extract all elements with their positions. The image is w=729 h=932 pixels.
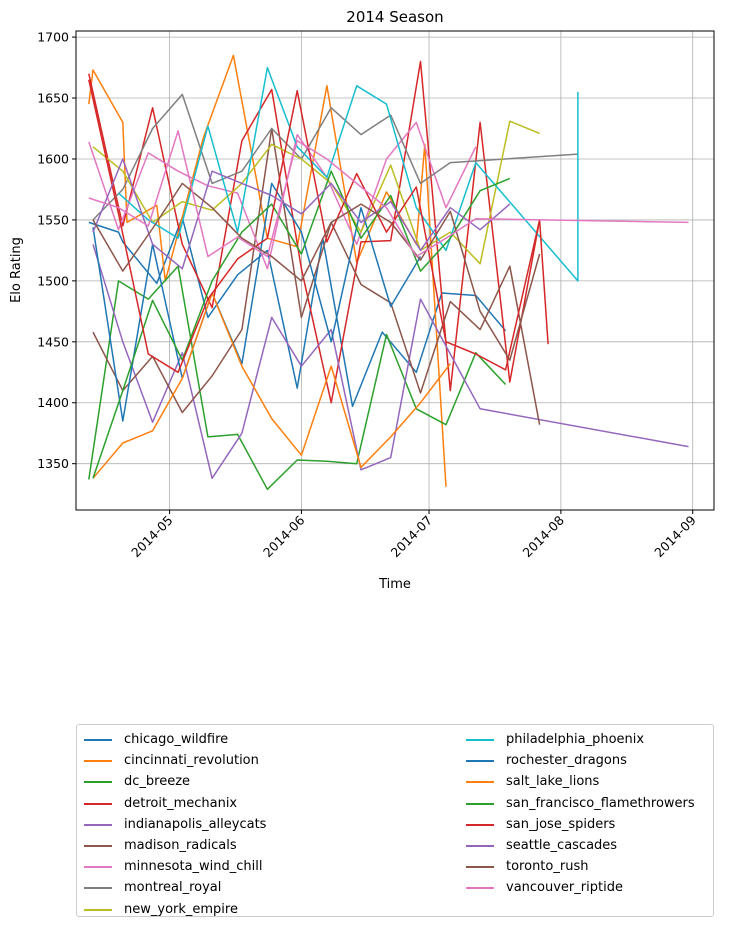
legend-label: vancouver_riptide [506,880,623,896]
legend-label: madison_radicals [124,837,237,853]
legend-swatch [84,781,112,784]
legend-label: philadelphia_phoenix [506,732,645,747]
legend-label: detroit_mechanix [124,795,238,811]
legend-swatch [84,739,112,741]
y-tick-label: 1450 [37,334,69,349]
legend-swatch [84,908,112,911]
x-tick-label: 2014-08 [519,512,567,560]
series-line-chicago_wildfire [88,216,507,408]
legend-label: salt_lake_lions [506,774,600,790]
x-tick-label: 2014-06 [260,512,308,560]
legend-swatch [466,739,494,741]
series-line-philadelphia_phoenix [117,66,579,282]
legend-label: san_jose_spiders [506,816,616,832]
legend-label: seattle_cascades [506,837,618,853]
series-line-san_francisco_flamethrowers [92,170,511,479]
y-tick-label: 1350 [37,456,69,471]
series-line-san_jose_spiders [88,79,549,374]
legend-swatch [466,844,494,847]
legend-label: dc_breeze [124,774,191,790]
series-line-salt_lake_lions [92,292,451,479]
legend-swatch [466,802,494,805]
series-line-new_york_empire [92,120,540,265]
x-axis-label: Time [378,577,411,592]
y-tick-label: 1700 [37,30,69,45]
legend-swatch [84,866,112,869]
y-tick-label: 1550 [37,212,69,227]
series-layer [88,54,689,491]
legend-label: san_francisco_flamethrowers [506,795,695,811]
series-line-montreal_royal [92,93,578,221]
legend-label: chicago_wildfire [124,732,229,747]
series-line-madison_radicals [92,127,541,425]
x-tick-label: 2014-09 [651,512,699,560]
legend-label: minnesota_wind_chill [124,859,263,875]
series-line-rochester_dragons [92,182,422,422]
series-line-vancouver_riptide [88,130,689,258]
plot-frame [75,30,715,511]
legend-swatch [84,802,112,805]
legend-label: rochester_dragons [506,753,627,769]
y-tick-label: 1500 [37,273,69,288]
legend-label: toronto_rush [506,859,589,875]
x-tick-label: 2014-07 [388,513,436,561]
y-axis-label: Elo Rating [9,237,24,303]
legend-swatch [84,760,112,763]
legend-label: indianapolis_alleycats [124,816,267,832]
series-line-indianapolis_alleycats [92,244,689,480]
legend-swatch [466,866,494,869]
legend-label: montreal_royal [124,880,222,896]
legend-swatch [84,844,112,847]
y-tick-label: 1400 [37,395,69,410]
y-tick-label: 1600 [37,151,69,166]
series-line-detroit_mechanix [88,60,541,404]
chart-title: 2014 Season [346,8,443,26]
legend-swatch [466,760,494,763]
series-line-dc_breeze [88,265,507,491]
series-line-toronto_rush [92,182,541,361]
legend-swatch [466,823,494,826]
legend-swatch [466,781,494,784]
legend-swatch [84,823,112,826]
chart-legend: chicago_wildfire cincinnati_revolution dc_… [76,724,714,917]
legend-label: new_york_empire [124,901,238,917]
legend-swatch [466,887,494,890]
x-tick-label: 2014-05 [128,513,176,561]
legend-swatch [84,887,112,890]
y-tick-label: 1650 [37,91,69,106]
series-line-seattle_cascades [92,158,511,270]
legend-label: cincinnati_revolution [124,753,259,769]
